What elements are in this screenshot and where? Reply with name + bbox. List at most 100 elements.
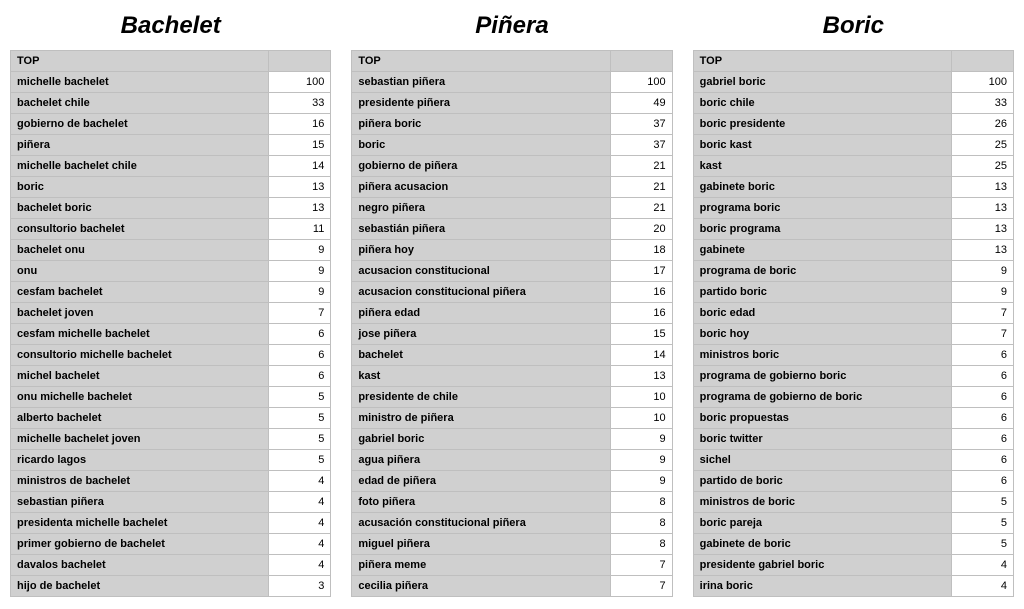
- value-cell: 7: [610, 555, 672, 576]
- value-cell: 13: [269, 198, 331, 219]
- term-cell: partido de boric: [693, 471, 951, 492]
- value-cell: 5: [269, 429, 331, 450]
- term-cell: gabinete: [693, 240, 951, 261]
- table-row: cesfam michelle bachelet6: [11, 324, 331, 345]
- table-body: sebastian piñera100presidente piñera49 pi…: [352, 72, 672, 597]
- term-cell: programa de gobierno boric: [693, 366, 951, 387]
- value-cell: 7: [610, 576, 672, 597]
- term-cell: piñera acusacion: [352, 177, 610, 198]
- table-row: partido boric9: [693, 282, 1013, 303]
- value-cell: 5: [269, 387, 331, 408]
- table-header-blank: [269, 51, 331, 72]
- term-cell: ministros boric: [693, 345, 951, 366]
- table-row: ricardo lagos5: [11, 450, 331, 471]
- table-row: gobierno de piñera21: [352, 156, 672, 177]
- table-row: gabriel boric9: [352, 429, 672, 450]
- term-cell: partido boric: [693, 282, 951, 303]
- term-cell: agua piñera: [352, 450, 610, 471]
- table-row: programa de boric9: [693, 261, 1013, 282]
- value-cell: 9: [269, 240, 331, 261]
- term-cell: ricardo lagos: [11, 450, 269, 471]
- term-cell: presidenta michelle bachelet: [11, 513, 269, 534]
- table-row: gabinete boric13: [693, 177, 1013, 198]
- term-cell: gabriel boric: [693, 72, 951, 93]
- table-row: boric presidente26: [693, 114, 1013, 135]
- table-row: presidenta michelle bachelet4: [11, 513, 331, 534]
- value-cell: 11: [269, 219, 331, 240]
- table-row: michelle bachelet joven5: [11, 429, 331, 450]
- term-cell: alberto bachelet: [11, 408, 269, 429]
- table-row: boric edad7: [693, 303, 1013, 324]
- value-cell: 33: [951, 93, 1013, 114]
- term-cell: sichel: [693, 450, 951, 471]
- term-cell: programa boric: [693, 198, 951, 219]
- table-row: bachelet boric13: [11, 198, 331, 219]
- term-cell: davalos bachelet: [11, 555, 269, 576]
- term-cell: piñera meme: [352, 555, 610, 576]
- term-cell: boric twitter: [693, 429, 951, 450]
- table-row: piñera meme7: [352, 555, 672, 576]
- value-cell: 16: [610, 282, 672, 303]
- value-cell: 10: [610, 387, 672, 408]
- term-cell: consultorio michelle bachelet: [11, 345, 269, 366]
- value-cell: 4: [269, 534, 331, 555]
- value-cell: 6: [269, 345, 331, 366]
- table-row: ministro de piñera10: [352, 408, 672, 429]
- value-cell: 8: [610, 534, 672, 555]
- table-row: gobierno de bachelet16: [11, 114, 331, 135]
- table-row: ministros boric6: [693, 345, 1013, 366]
- value-cell: 15: [610, 324, 672, 345]
- table-row: gabriel boric100: [693, 72, 1013, 93]
- term-cell: presidente piñera: [352, 93, 610, 114]
- term-cell: gobierno de piñera: [352, 156, 610, 177]
- three-column-layout: Bachelet TOP michelle bachelet100bachele…: [10, 12, 1014, 597]
- term-cell: acusacion constitucional piñera: [352, 282, 610, 303]
- term-cell: jose piñera: [352, 324, 610, 345]
- value-cell: 14: [610, 345, 672, 366]
- table-body: gabriel boric100boric chile33boric presi…: [693, 72, 1013, 597]
- value-cell: 4: [951, 576, 1013, 597]
- value-cell: 100: [951, 72, 1013, 93]
- table-row: presidente gabriel boric4: [693, 555, 1013, 576]
- table-row: consultorio bachelet11: [11, 219, 331, 240]
- value-cell: 6: [951, 345, 1013, 366]
- value-cell: 100: [610, 72, 672, 93]
- table-row: sebastian piñera100: [352, 72, 672, 93]
- value-cell: 6: [951, 366, 1013, 387]
- term-cell: cecilia piñera: [352, 576, 610, 597]
- value-cell: 6: [951, 387, 1013, 408]
- table-row: boric13: [11, 177, 331, 198]
- term-cell: boric kast: [693, 135, 951, 156]
- value-cell: 9: [269, 282, 331, 303]
- value-cell: 7: [951, 303, 1013, 324]
- value-cell: 5: [269, 408, 331, 429]
- value-cell: 9: [610, 471, 672, 492]
- term-cell: acusacion constitucional: [352, 261, 610, 282]
- table-row: programa de gobierno de boric6: [693, 387, 1013, 408]
- value-cell: 9: [951, 282, 1013, 303]
- table-row: boric kast25: [693, 135, 1013, 156]
- term-cell: onu: [11, 261, 269, 282]
- value-cell: 6: [269, 324, 331, 345]
- value-cell: 20: [610, 219, 672, 240]
- table-row: jose piñera15: [352, 324, 672, 345]
- table-row: acusacion constitucional17: [352, 261, 672, 282]
- table-row: alberto bachelet5: [11, 408, 331, 429]
- value-cell: 21: [610, 156, 672, 177]
- value-cell: 13: [951, 177, 1013, 198]
- value-cell: 4: [269, 555, 331, 576]
- table-row: bachelet joven7: [11, 303, 331, 324]
- table-row: edad de piñera9: [352, 471, 672, 492]
- table-row: kast25: [693, 156, 1013, 177]
- value-cell: 15: [269, 135, 331, 156]
- table-row: ministros de bachelet4: [11, 471, 331, 492]
- term-cell: bachelet chile: [11, 93, 269, 114]
- table-boric: TOP gabriel boric100boric chile33boric p…: [693, 50, 1014, 597]
- table-row: sichel6: [693, 450, 1013, 471]
- table-row: boric hoy7: [693, 324, 1013, 345]
- table-row: presidente piñera49: [352, 93, 672, 114]
- value-cell: 6: [951, 408, 1013, 429]
- value-cell: 18: [610, 240, 672, 261]
- term-cell: boric pareja: [693, 513, 951, 534]
- term-cell: michelle bachelet joven: [11, 429, 269, 450]
